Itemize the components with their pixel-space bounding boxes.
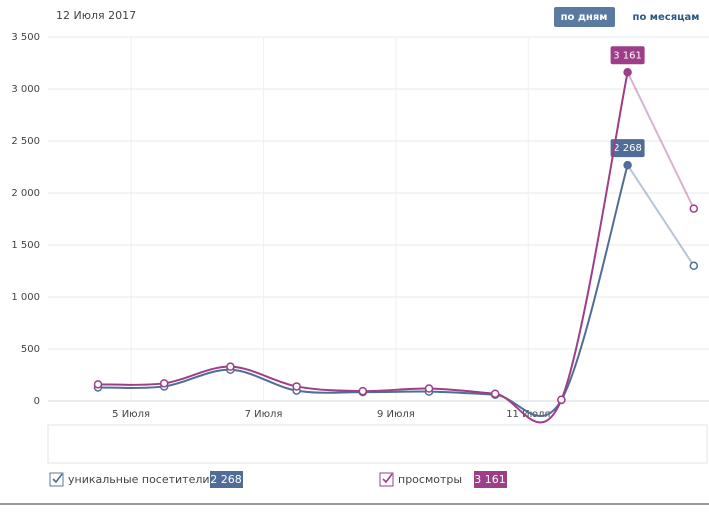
- point: [93, 380, 103, 389]
- navigator[interactable]: [47, 424, 708, 464]
- point: [159, 379, 169, 388]
- month-button[interactable]: по месяцам: [633, 12, 700, 23]
- point: [424, 384, 434, 393]
- y-tick-label: 2 000: [11, 188, 40, 199]
- point: [226, 362, 235, 371]
- x-tick-label: 9 Июля: [377, 409, 415, 420]
- legend-label[interactable]: просмотры: [398, 473, 462, 486]
- value-label: 3 161: [613, 50, 642, 61]
- value-label: 2 268: [613, 143, 642, 154]
- check-mark: [52, 473, 63, 484]
- x-tick-label: 11 Июля: [506, 409, 550, 420]
- series-line: [97, 72, 629, 424]
- legend-count-bg: [210, 471, 243, 488]
- y-tick-label: 500: [21, 344, 40, 355]
- date-label: 12 Июля 2017: [56, 9, 136, 22]
- x-tick-label: 7 Июля: [245, 409, 283, 420]
- point: [490, 389, 500, 398]
- point: [292, 382, 301, 391]
- day-button[interactable]: по дням: [561, 12, 608, 23]
- point: [689, 204, 699, 213]
- series-line-partial: [626, 164, 695, 267]
- point: [358, 386, 368, 396]
- legend-count-bg: [474, 471, 507, 488]
- series-line-partial: [626, 71, 695, 210]
- point: [623, 160, 632, 170]
- y-tick-label: 1 000: [11, 292, 40, 303]
- point: [623, 68, 632, 77]
- y-tick-label: 1 500: [11, 240, 40, 251]
- check-mark: [382, 473, 393, 484]
- point: [689, 261, 699, 271]
- series-line: [97, 164, 629, 417]
- point: [557, 395, 566, 405]
- legend-count: 2 268: [210, 473, 242, 486]
- legend-label[interactable]: уникальные посетители: [68, 473, 210, 486]
- value-label-bg: [610, 46, 645, 65]
- y-tick-label: 3 500: [11, 32, 40, 43]
- y-tick-label: 3 000: [11, 84, 40, 95]
- y-tick-label: 2 500: [11, 136, 40, 147]
- y-tick-label: 0: [34, 396, 40, 407]
- day-button-bg[interactable]: [554, 7, 615, 27]
- x-tick-label: 5 Июля: [112, 409, 150, 420]
- value-label-bg: [610, 139, 645, 158]
- legend-count: 3 161: [474, 473, 506, 486]
